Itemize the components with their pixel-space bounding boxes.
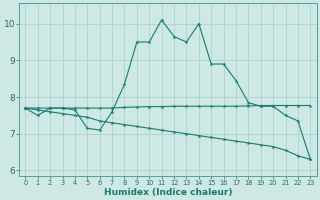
X-axis label: Humidex (Indice chaleur): Humidex (Indice chaleur)	[104, 188, 232, 197]
